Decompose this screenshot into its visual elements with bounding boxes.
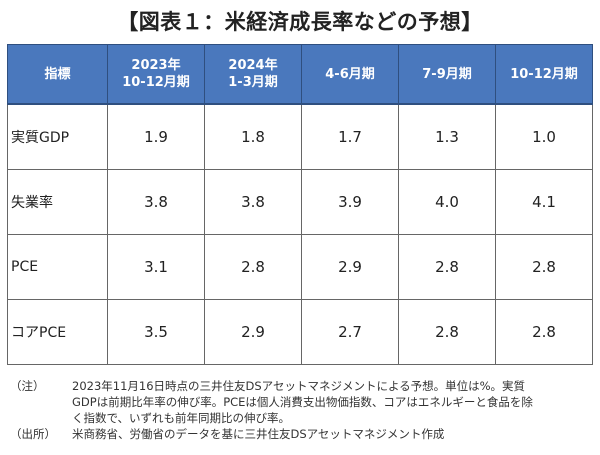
column-header-period: 10-12月期: [495, 44, 593, 105]
table-cell: 2.8: [398, 234, 496, 300]
table-cell: 2.8: [398, 299, 496, 365]
table-cell: 1.8: [204, 103, 302, 170]
table-row: 実質GDP 1.9 1.8 1.7 1.3 1.0: [7, 103, 593, 170]
row-label: コアPCE: [7, 299, 108, 365]
row-label: 実質GDP: [7, 103, 108, 170]
table-row: コアPCE 3.5 2.9 2.7 2.8 2.8: [7, 299, 593, 365]
table-cell: 4.1: [495, 169, 593, 235]
column-header-indicator: 指標: [7, 44, 108, 105]
table-cell: 1.9: [107, 103, 205, 170]
source-text: 米商務省、労働省のデータを基に三井住友DSアセットマネジメント作成: [72, 427, 445, 441]
column-header-period: 7-9月期: [398, 44, 496, 105]
note-tag: （注）: [10, 379, 45, 393]
table-cell: 3.8: [204, 169, 302, 235]
column-header-period: 2024年 1-3月期: [204, 44, 302, 105]
table-cell: 3.8: [107, 169, 205, 235]
table-row: PCE 3.1 2.8 2.9 2.8 2.8: [7, 234, 593, 300]
table-cell: 4.0: [398, 169, 496, 235]
table-cell: 2.8: [495, 234, 593, 300]
table-header-row: 指標 2023年 10-12月期 2024年 1-3月期 4-6月期 7-9月期…: [7, 44, 593, 105]
footnotes: （注） 2023年11月16日時点の三井住友DSアセットマネジメントによる予想。…: [10, 378, 596, 442]
table-cell: 2.9: [301, 234, 399, 300]
table-cell: 2.7: [301, 299, 399, 365]
note: （注） 2023年11月16日時点の三井住友DSアセットマネジメントによる予想。…: [10, 378, 596, 426]
table-cell: 3.9: [301, 169, 399, 235]
table-cell: 2.8: [204, 234, 302, 300]
table-cell: 2.9: [204, 299, 302, 365]
column-header-period: 4-6月期: [301, 44, 399, 105]
table-cell: 1.0: [495, 103, 593, 170]
column-header-period: 2023年 10-12月期: [107, 44, 205, 105]
row-label: PCE: [7, 234, 108, 300]
table-row: 失業率 3.8 3.8 3.9 4.0 4.1: [7, 169, 593, 235]
table-cell: 1.7: [301, 103, 399, 170]
note-text: 2023年11月16日時点の三井住友DSアセットマネジメントによる予想。単位は%…: [72, 379, 533, 425]
table-cell: 2.8: [495, 299, 593, 365]
table-cell: 1.3: [398, 103, 496, 170]
forecast-table: 指標 2023年 10-12月期 2024年 1-3月期 4-6月期 7-9月期…: [7, 44, 593, 365]
row-label: 失業率: [7, 169, 108, 235]
source-note: （出所） 米商務省、労働省のデータを基に三井住友DSアセットマネジメント作成: [10, 426, 596, 442]
page-title: 【図表１：米経済成長率などの予想】: [117, 10, 483, 34]
table-cell: 3.5: [107, 299, 205, 365]
source-tag: （出所）: [10, 427, 56, 441]
table-cell: 3.1: [107, 234, 205, 300]
